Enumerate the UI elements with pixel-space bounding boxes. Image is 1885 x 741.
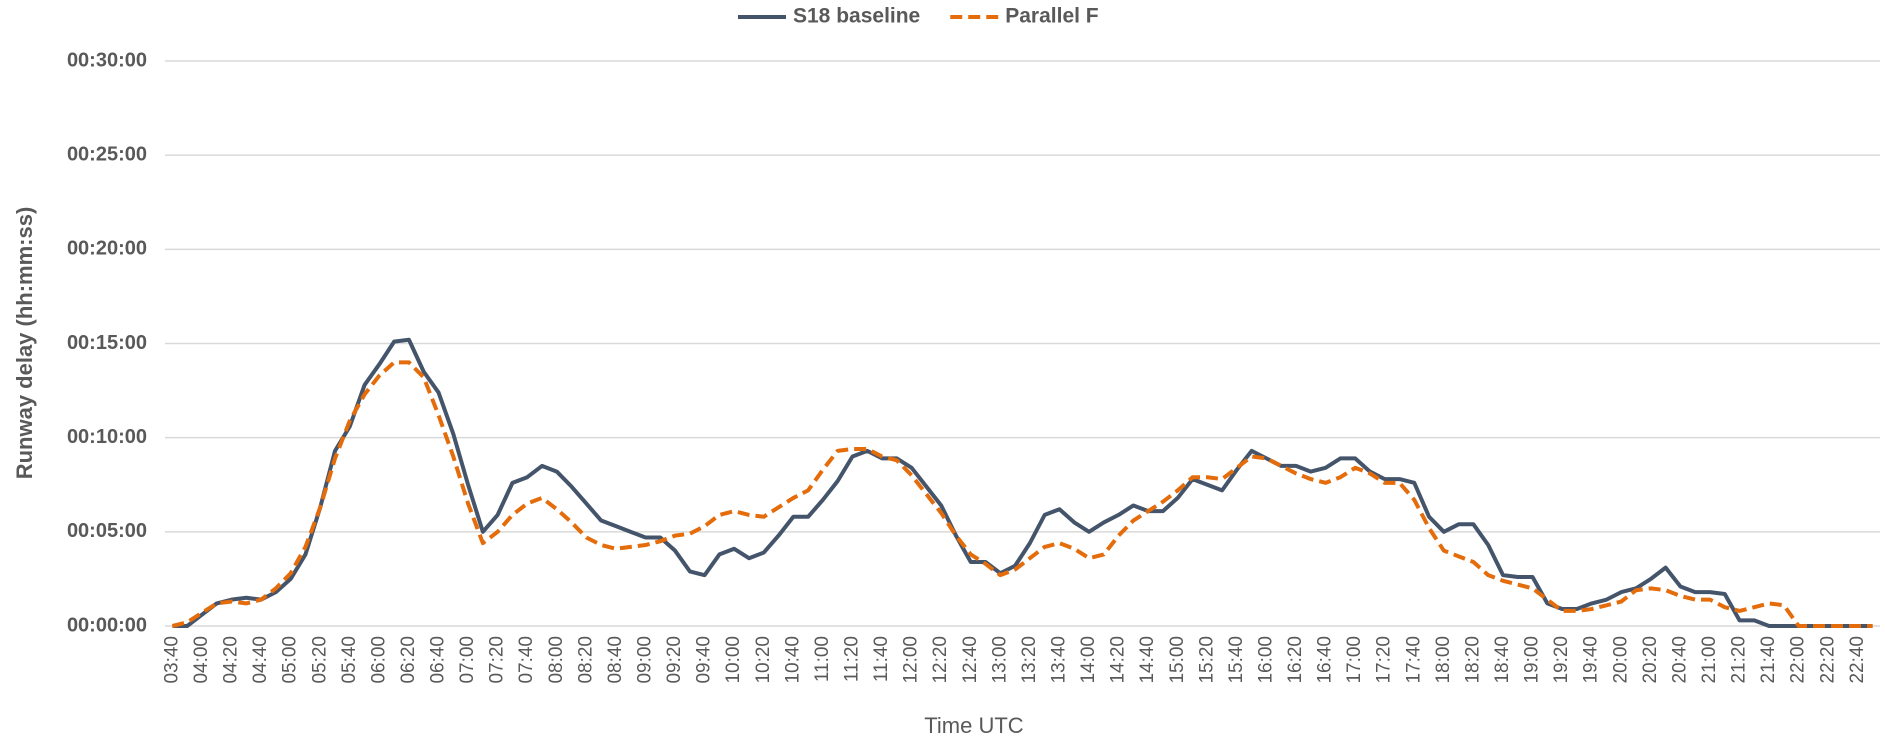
x-tick-label: 06:00 bbox=[368, 636, 389, 684]
x-tick-label: 12:40 bbox=[960, 636, 981, 684]
x-tick-label: 19:00 bbox=[1522, 636, 1543, 684]
x-tick-label: 14:40 bbox=[1137, 636, 1158, 684]
x-tick-label: 06:40 bbox=[428, 636, 449, 684]
x-tick-label: 12:20 bbox=[930, 636, 951, 684]
x-tick-label: 08:00 bbox=[546, 636, 567, 684]
x-tick-label: 11:00 bbox=[812, 636, 833, 682]
x-axis-title: Time UTC bbox=[924, 713, 1024, 738]
x-tick-label: 20:00 bbox=[1610, 636, 1631, 684]
x-tick-label: 13:40 bbox=[1048, 636, 1069, 684]
x-tick-label: 16:00 bbox=[1255, 636, 1276, 684]
x-tick-label: 08:40 bbox=[605, 636, 626, 684]
x-tick-label: 09:20 bbox=[664, 636, 685, 684]
x-tick-label: 20:20 bbox=[1640, 636, 1661, 684]
x-tick-label: 04:20 bbox=[221, 636, 242, 684]
x-tick-label: 21:40 bbox=[1758, 636, 1779, 684]
y-tick-label: 00:20:00 bbox=[67, 238, 147, 260]
x-tick-label: 18:40 bbox=[1492, 636, 1513, 684]
x-tick-label: 14:20 bbox=[1108, 636, 1129, 684]
legend-label: Parallel F bbox=[1005, 5, 1099, 28]
x-tick-label: 19:20 bbox=[1551, 636, 1572, 684]
x-tick-label: 11:20 bbox=[841, 636, 862, 682]
x-tick-label: 07:40 bbox=[516, 636, 537, 684]
x-tick-label: 15:00 bbox=[1167, 636, 1188, 684]
x-tick-label: 09:00 bbox=[635, 636, 656, 684]
x-tick-label: 03:40 bbox=[161, 636, 182, 684]
y-tick-label: 00:15:00 bbox=[67, 332, 147, 354]
x-tick-label: 05:20 bbox=[309, 636, 330, 684]
x-tick-label: 21:00 bbox=[1699, 636, 1720, 684]
x-tick-label: 16:20 bbox=[1285, 636, 1306, 684]
x-tick-label: 20:40 bbox=[1669, 636, 1690, 684]
y-tick-label: 00:25:00 bbox=[67, 143, 147, 165]
x-tick-label: 09:40 bbox=[694, 636, 715, 684]
x-tick-label: 18:00 bbox=[1433, 636, 1454, 684]
y-tick-label: 00:00:00 bbox=[67, 614, 147, 636]
x-tick-label: 17:40 bbox=[1403, 636, 1424, 684]
x-tick-label: 06:20 bbox=[398, 636, 419, 684]
x-tick-label: 18:20 bbox=[1462, 636, 1483, 684]
x-tick-label: 15:40 bbox=[1226, 636, 1247, 684]
x-tick-label: 15:20 bbox=[1196, 636, 1217, 684]
x-tick-label: 10:40 bbox=[782, 636, 803, 684]
y-tick-label: 00:05:00 bbox=[67, 520, 147, 542]
x-tick-label: 19:40 bbox=[1581, 636, 1602, 684]
x-tick-label: 13:00 bbox=[989, 636, 1010, 684]
y-tick-label: 00:10:00 bbox=[67, 426, 147, 448]
x-tick-label: 14:00 bbox=[1078, 636, 1099, 684]
x-tick-label: 07:20 bbox=[487, 636, 508, 684]
y-axis-title: Runway delay (hh:mm:ss) bbox=[12, 207, 37, 480]
x-tick-label: 08:20 bbox=[575, 636, 596, 684]
x-tick-label: 16:40 bbox=[1315, 636, 1336, 684]
x-tick-label: 22:40 bbox=[1847, 636, 1868, 684]
x-tick-label: 17:00 bbox=[1344, 636, 1365, 684]
legend-label: S18 baseline bbox=[793, 5, 920, 28]
x-tick-label: 10:00 bbox=[723, 636, 744, 684]
x-tick-label: 22:20 bbox=[1817, 636, 1838, 684]
x-tick-label: 04:00 bbox=[191, 636, 212, 684]
series-line bbox=[172, 337, 1873, 628]
x-tick-label: 22:00 bbox=[1788, 636, 1809, 684]
x-tick-label: 11:40 bbox=[871, 636, 892, 682]
series-line bbox=[171, 360, 1873, 628]
y-tick-label: 00:30:00 bbox=[67, 49, 147, 71]
x-tick-label: 13:20 bbox=[1019, 636, 1040, 684]
x-tick-label: 17:20 bbox=[1374, 636, 1395, 684]
x-tick-label: 05:40 bbox=[339, 636, 360, 684]
x-tick-label: 05:00 bbox=[280, 636, 301, 684]
x-tick-label: 10:20 bbox=[753, 636, 774, 684]
x-tick-label: 21:20 bbox=[1729, 636, 1750, 684]
x-tick-label: 07:00 bbox=[457, 636, 478, 684]
x-tick-label: 04:40 bbox=[250, 636, 271, 684]
x-tick-label: 12:00 bbox=[901, 636, 922, 684]
